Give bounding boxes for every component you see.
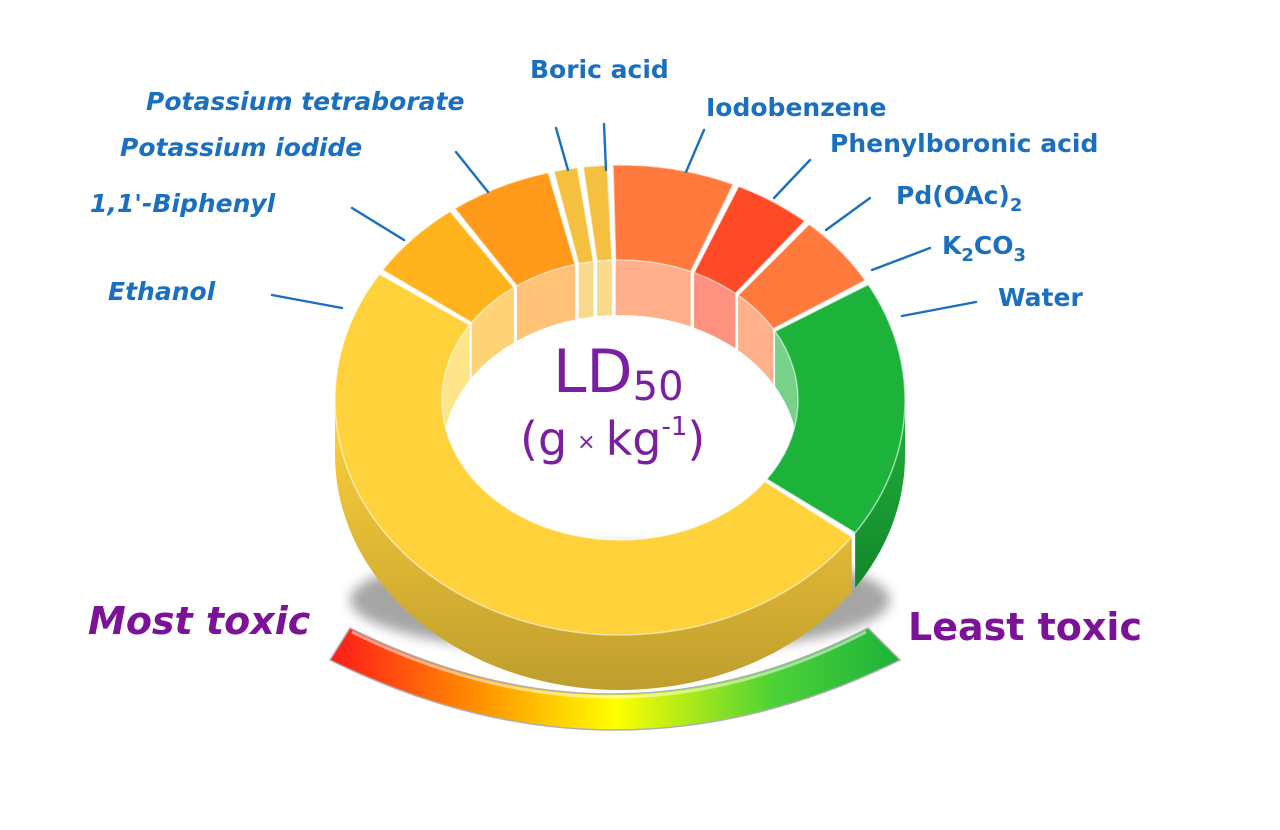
ring-sides: [335, 260, 905, 690]
segment-inner-wall-pd-oac-2: [738, 295, 774, 384]
leader-boric-acid: [602, 122, 608, 172]
toxicity-bar-highlight: [351, 630, 867, 699]
leader-potassium-tetraborate: [554, 126, 570, 172]
ld-subscript: 50: [633, 364, 684, 410]
unit-open: (g: [520, 412, 567, 466]
segment-water: [765, 283, 906, 534]
least-toxic-label: Least toxic: [908, 605, 1142, 649]
segment-labels: Ethanol 1,1'-Biphenyl Potassium iodide P…: [90, 55, 1098, 312]
label-k2co3-k: K: [942, 231, 963, 260]
ring-tops: [334, 164, 906, 636]
leader-potassium-iodide: [454, 150, 490, 194]
segment-biphenyl: [381, 210, 516, 324]
ld-title: LD: [553, 337, 633, 407]
leader-biphenyl: [350, 206, 406, 242]
leader-lines: [270, 122, 978, 318]
toxicity-gradient-bar: [328, 627, 902, 731]
toxicity-scale: Most toxic Least toxic: [88, 599, 1142, 731]
leader-phenylboronic-acid: [772, 158, 812, 200]
label-k2co3: K2CO3: [942, 231, 1026, 266]
segment-inner-wall-boric-acid: [597, 260, 612, 317]
label-pdoac: Pd(OAc)2: [896, 181, 1022, 216]
label-pdoac-main: Pd(OAc): [896, 181, 1010, 210]
svg-text:LD50: LD50: [553, 337, 684, 410]
leader-iodobenzene: [684, 128, 706, 174]
label-boric-acid: Boric acid: [530, 55, 669, 84]
segment-side-shade-ethanol: [335, 400, 852, 690]
label-k2co3-sub1: 2: [961, 245, 974, 266]
segment-inner-wall-ethanol: [442, 324, 470, 455]
segment-inner-wall-phenylboronic-acid: [694, 272, 736, 349]
segment-ethanol: [334, 273, 853, 636]
label-biphenyl: 1,1'-Biphenyl: [90, 189, 276, 218]
label-potassium-tetraborate: Potassium tetraborate: [146, 87, 464, 116]
label-k2co3-co: CO: [974, 231, 1014, 260]
leader-k2co3: [870, 246, 932, 272]
segment-phenylboronic-acid: [693, 185, 806, 295]
segment-inner-wall-biphenyl: [471, 287, 514, 378]
segment-potassium-tetraborate: [553, 166, 595, 265]
label-k2co3-sub2: 3: [1014, 245, 1027, 266]
svg-text:(g×kg-1): (g × kg-1): [520, 412, 705, 466]
label-phenylboronic-acid: Phenylboronic acid: [830, 129, 1098, 158]
segment-boric-acid: [582, 164, 613, 262]
segment-inner-wall-iodobenzene: [615, 260, 691, 327]
most-toxic-label: Most toxic: [88, 599, 311, 643]
label-pdoac-sub: 2: [1010, 195, 1023, 216]
unit-close: ): [687, 412, 705, 466]
center-label: LD50 (g × kg-1): [520, 337, 705, 466]
segment-inner-wall-potassium-iodide: [516, 264, 576, 341]
label-iodobenzene: Iodobenzene: [706, 93, 886, 122]
segment-inner-wall-potassium-tetraborate: [578, 261, 594, 319]
leader-water: [900, 300, 978, 318]
unit-times: ×: [577, 430, 595, 455]
segment-iodobenzene: [612, 164, 735, 273]
label-ethanol: Ethanol: [108, 277, 216, 306]
label-water: Water: [998, 283, 1083, 312]
segment-pd-oac-2: [737, 223, 867, 330]
segment-inner-wall-water: [775, 331, 798, 455]
segment-potassium-iodide: [453, 171, 577, 287]
leader-ethanol: [270, 293, 344, 310]
leader-pdoac: [824, 196, 872, 232]
label-potassium-iodide: Potassium iodide: [120, 133, 362, 162]
segment-side-shade-water: [855, 400, 905, 588]
unit-kg: kg: [606, 412, 662, 466]
unit-exponent: -1: [661, 412, 687, 442]
